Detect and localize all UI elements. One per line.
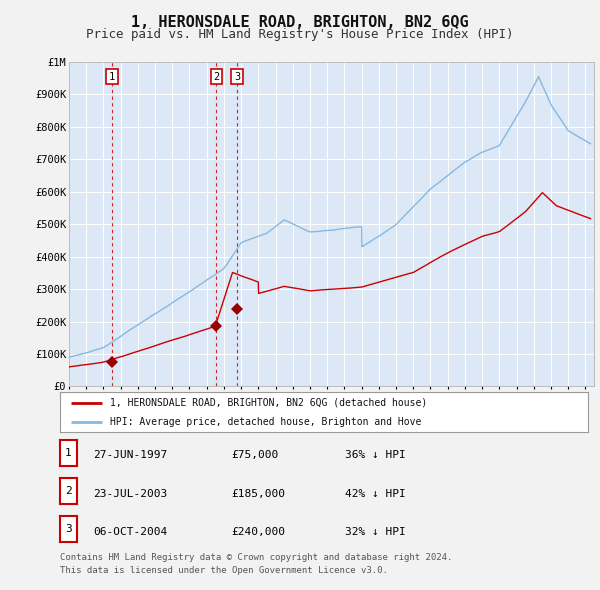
Text: 42% ↓ HPI: 42% ↓ HPI	[345, 489, 406, 499]
Text: 36% ↓ HPI: 36% ↓ HPI	[345, 450, 406, 460]
Text: 06-OCT-2004: 06-OCT-2004	[93, 527, 167, 537]
Text: 3: 3	[65, 525, 72, 534]
Text: 27-JUN-1997: 27-JUN-1997	[93, 450, 167, 460]
Text: 1, HERONSDALE ROAD, BRIGHTON, BN2 6QG (detached house): 1, HERONSDALE ROAD, BRIGHTON, BN2 6QG (d…	[110, 398, 427, 408]
Text: 23-JUL-2003: 23-JUL-2003	[93, 489, 167, 499]
Text: 1: 1	[65, 448, 72, 457]
Text: £75,000: £75,000	[231, 450, 278, 460]
Text: 2: 2	[65, 486, 72, 496]
Text: 1, HERONSDALE ROAD, BRIGHTON, BN2 6QG: 1, HERONSDALE ROAD, BRIGHTON, BN2 6QG	[131, 15, 469, 30]
Text: 2: 2	[213, 71, 220, 81]
Text: Contains HM Land Registry data © Crown copyright and database right 2024.: Contains HM Land Registry data © Crown c…	[60, 553, 452, 562]
Text: This data is licensed under the Open Government Licence v3.0.: This data is licensed under the Open Gov…	[60, 566, 388, 575]
Text: Price paid vs. HM Land Registry's House Price Index (HPI): Price paid vs. HM Land Registry's House …	[86, 28, 514, 41]
Text: 1: 1	[109, 71, 115, 81]
Text: 3: 3	[234, 71, 240, 81]
Text: HPI: Average price, detached house, Brighton and Hove: HPI: Average price, detached house, Brig…	[110, 417, 422, 427]
Text: £240,000: £240,000	[231, 527, 285, 537]
Text: 32% ↓ HPI: 32% ↓ HPI	[345, 527, 406, 537]
Text: £185,000: £185,000	[231, 489, 285, 499]
